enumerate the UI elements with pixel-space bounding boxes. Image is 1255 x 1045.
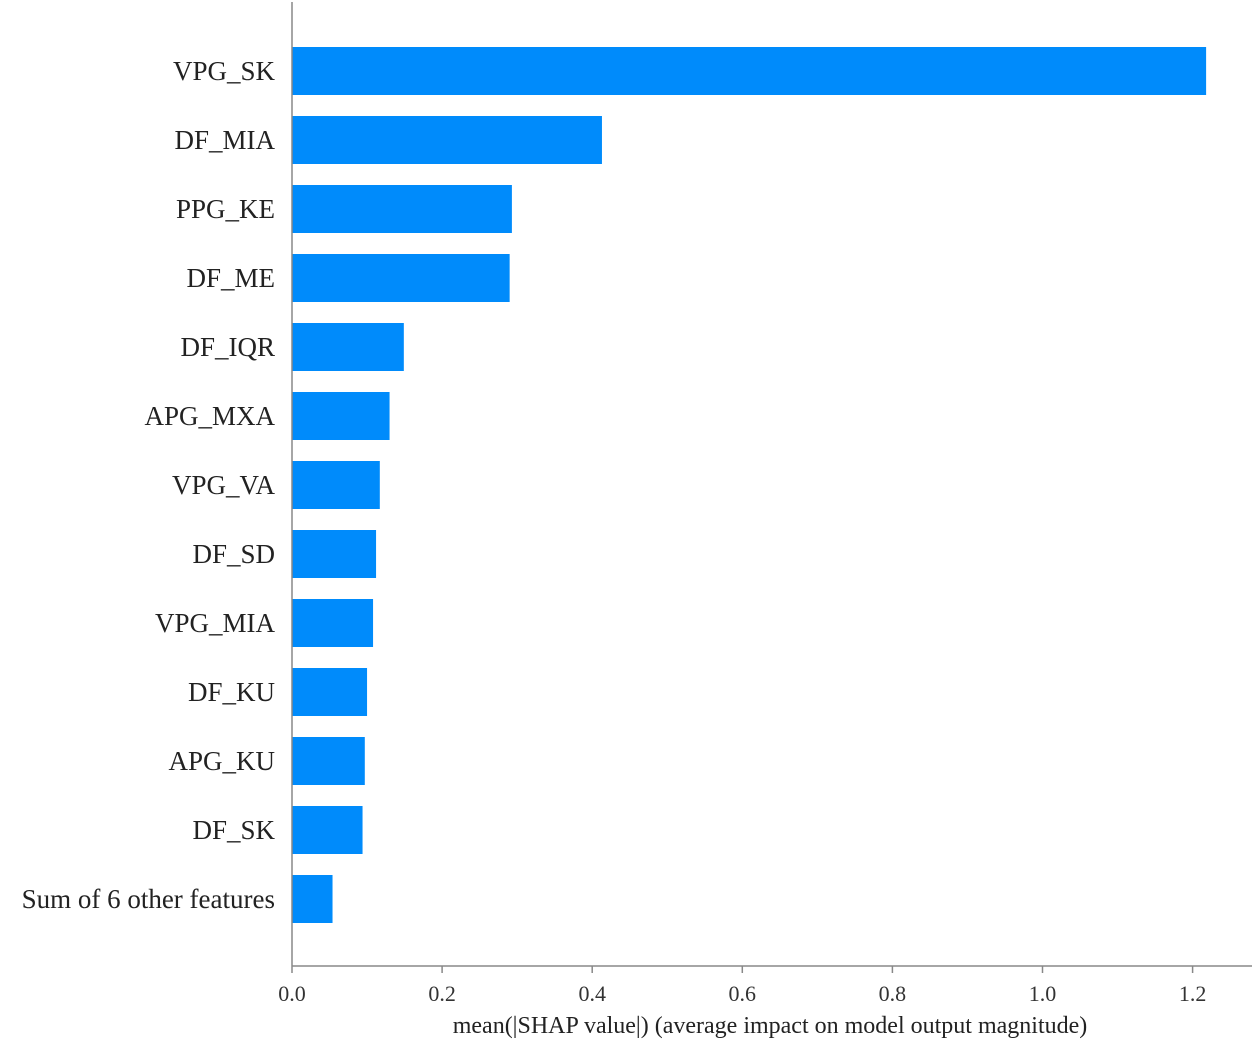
category-label: Sum of 6 other features (22, 884, 275, 914)
bar-df-ku (292, 668, 368, 716)
bar-df-sk (292, 806, 363, 854)
bar-vpg-mia (292, 599, 374, 647)
x-tick-label: 1.0 (1029, 981, 1057, 1006)
category-label: DF_KU (188, 677, 275, 707)
bar-sum-of-6-other-features (292, 875, 333, 923)
bar-df-me (292, 254, 510, 302)
category-label: VPG_SK (173, 56, 276, 86)
bar-apg-ku (292, 737, 365, 785)
bar-df-sd (292, 530, 377, 578)
bar-ppg-ke (292, 185, 512, 233)
bar-apg-mxa (292, 392, 390, 440)
category-label: PPG_KE (176, 194, 275, 224)
category-label: DF_MIA (174, 125, 275, 155)
bar-vpg-va (292, 461, 380, 509)
x-tick-label: 0.2 (428, 981, 456, 1006)
x-tick-label: 0.0 (278, 981, 306, 1006)
category-label: APG_MXA (144, 401, 275, 431)
x-axis-title: mean(|SHAP value|) (average impact on mo… (453, 1013, 1088, 1039)
x-tick-label: 0.8 (879, 981, 907, 1006)
bar-df-iqr (292, 323, 404, 371)
category-label: VPG_VA (172, 470, 276, 500)
category-label: APG_KU (168, 746, 275, 776)
bars-group (292, 47, 1207, 923)
category-labels-group: VPG_SK DF_MIA PPG_KE DF_ME DF_IQR APG_MXA VPG_… (22, 56, 276, 914)
category-label: DF_SK (192, 815, 275, 845)
bar-vpg-sk (292, 47, 1207, 95)
category-label: DF_SD (192, 539, 275, 569)
bar-df-mia (292, 116, 602, 164)
category-label: VPG_MIA (155, 608, 276, 638)
x-ticks-group: 0.0 0.2 0.4 0.6 0.8 1.0 1.2 (278, 966, 1206, 1006)
category-label: DF_IQR (180, 332, 275, 362)
x-tick-label: 1.2 (1179, 981, 1207, 1006)
x-tick-label: 0.6 (729, 981, 757, 1006)
x-tick-label: 0.4 (578, 981, 606, 1006)
category-label: DF_ME (186, 263, 275, 293)
